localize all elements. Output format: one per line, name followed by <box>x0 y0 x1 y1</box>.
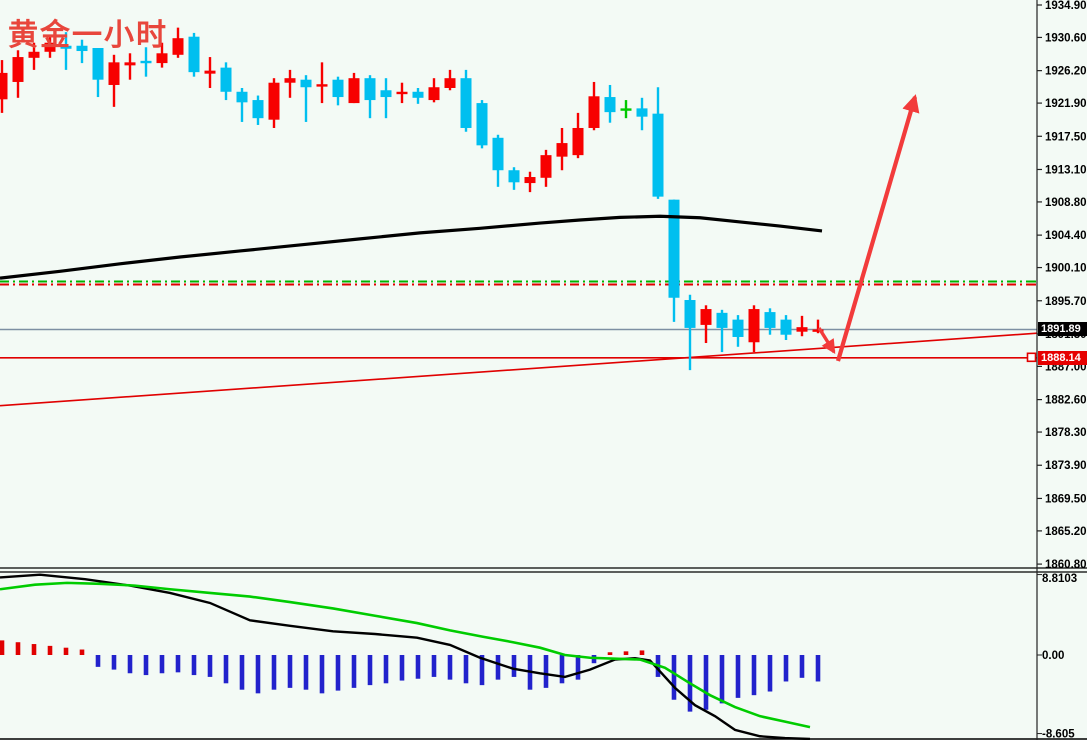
chart-title: 黄金一小时 <box>8 19 168 52</box>
candle-body <box>748 309 760 343</box>
price-tick-label: 1873.90 <box>1045 460 1087 472</box>
candle-body <box>492 137 504 171</box>
candle-body <box>332 79 344 98</box>
candle-body <box>124 62 136 66</box>
candle-body <box>236 91 248 103</box>
candles-group <box>0 27 824 371</box>
candle-body <box>652 113 664 197</box>
candle-body <box>12 57 24 82</box>
candle-body <box>60 45 72 49</box>
candle-body <box>396 91 408 95</box>
candle-body <box>380 90 392 98</box>
candle-body <box>604 97 616 113</box>
price-tick-label: 1865.20 <box>1045 526 1087 538</box>
candle-body <box>716 312 728 328</box>
candle-body <box>556 143 568 157</box>
candle-body <box>444 78 456 88</box>
candle-body <box>700 309 712 325</box>
candle-body <box>732 319 744 337</box>
candle-body <box>300 79 312 88</box>
candle-body <box>684 300 696 328</box>
price-tick-label: 1921.90 <box>1045 98 1087 110</box>
macd-line <box>0 573 811 740</box>
candle-body <box>92 48 104 80</box>
candle-body <box>620 108 632 111</box>
indicator-axis: 8.8103 0.00 -8.605 <box>1037 573 1077 740</box>
candle-body <box>156 53 168 64</box>
indicator-tick-label: 8.8103 <box>1042 573 1077 585</box>
candle-body <box>252 100 264 119</box>
up-arrow-annotation[interactable] <box>835 94 920 362</box>
candle-body <box>348 78 360 104</box>
price-tick-label: 1895.70 <box>1045 296 1087 308</box>
candle-body <box>140 60 152 64</box>
price-tick-label: 1934.90 <box>1045 0 1087 12</box>
candle-body <box>668 199 680 298</box>
candle-body <box>316 84 328 87</box>
candle-body <box>268 82 280 120</box>
price-tick-label: 1900.10 <box>1045 263 1087 275</box>
support-price-tag: 1888.14 <box>1038 351 1087 365</box>
price-tick-label: 1860.80 <box>1045 559 1087 571</box>
candle-body <box>220 67 232 92</box>
current-price-tag: 1891.89 <box>1038 322 1087 336</box>
candle-body <box>764 312 776 328</box>
price-tick-label: 1926.20 <box>1045 66 1087 78</box>
candle-body <box>364 78 376 101</box>
price-axis: 1934.90 1930.60 1926.20 1921.90 1917.50 1913.… <box>1037 0 1087 571</box>
candle-body <box>780 319 792 335</box>
candle-body <box>460 78 472 128</box>
down-arrow-annotation[interactable] <box>817 327 836 355</box>
candle-body <box>796 327 808 332</box>
price-tick-label: 1878.30 <box>1045 427 1087 439</box>
candle-body <box>172 38 184 55</box>
candle-body <box>508 170 520 183</box>
price-tick-label: 1882.60 <box>1045 395 1087 407</box>
candle-body <box>524 177 536 184</box>
price-tick-label: 1917.50 <box>1045 131 1087 143</box>
candle-body <box>28 51 40 58</box>
price-tick-label: 1869.50 <box>1045 493 1087 505</box>
indicator-tick-label: -8.605 <box>1042 729 1075 740</box>
price-tick-label: 1930.60 <box>1045 32 1087 44</box>
candle-body <box>204 70 216 74</box>
candle-body <box>0 72 8 100</box>
candle-body <box>572 127 584 156</box>
candle-body <box>636 108 648 117</box>
price-tick-label: 1904.40 <box>1045 230 1087 242</box>
candle-body <box>428 87 440 101</box>
candle-body <box>44 42 56 52</box>
candle-body <box>476 103 488 146</box>
candle-body <box>108 62 120 85</box>
trend-line[interactable] <box>0 332 1038 407</box>
price-tick-label: 1908.80 <box>1045 197 1087 209</box>
ma-line <box>0 214 823 280</box>
indicator-tick-label: 0.00 <box>1042 650 1064 662</box>
candle-body <box>540 155 552 178</box>
price-tick-label: 1913.10 <box>1045 164 1087 176</box>
candle-body <box>588 96 600 128</box>
candle-body <box>812 329 824 332</box>
candle-body <box>76 45 88 52</box>
support-line-handle[interactable] <box>1026 352 1037 363</box>
candle-body <box>284 78 296 83</box>
candle-body <box>188 36 200 73</box>
signal-line <box>0 581 811 729</box>
candle-body <box>412 91 424 98</box>
